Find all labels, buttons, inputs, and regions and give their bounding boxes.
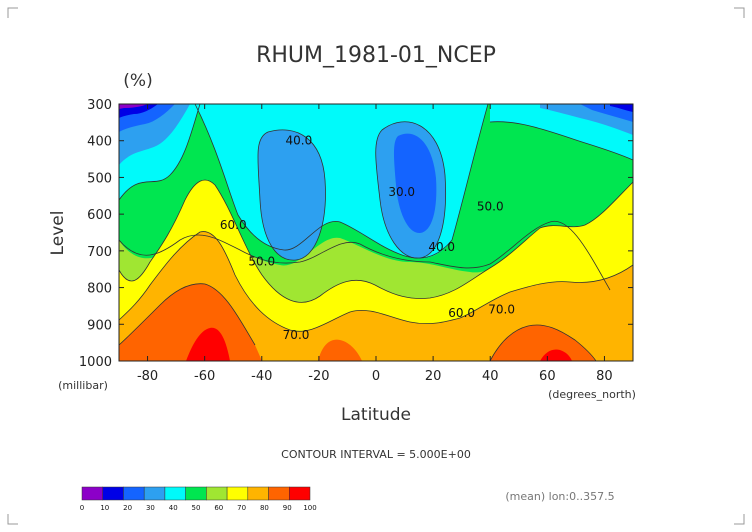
plot-area — [119, 104, 633, 361]
contour-label-text-5: 40.0 — [428, 240, 455, 254]
colorbar-swatch-10 — [289, 486, 311, 501]
band-30-40-south — [257, 129, 326, 261]
contour-label-text-2: 50.0 — [477, 199, 504, 213]
colorbar-swatch-9 — [268, 486, 290, 501]
contour-label-text-7: 70.0 — [488, 302, 515, 316]
band-80-90-center — [318, 339, 362, 361]
band-0-10-sw — [119, 104, 148, 109]
x-tick-label-2: -40 — [251, 369, 272, 384]
colorbar-swatch-3 — [143, 486, 166, 501]
y-axis-units: (millibar) — [58, 379, 108, 392]
y-tick-label-1: 400 — [87, 135, 112, 150]
contour-label-text-1: 30.0 — [388, 185, 415, 199]
x-tick-label-5: 20 — [425, 369, 442, 384]
colorbar-tick-10: 100 — [303, 504, 316, 512]
colorbar-tick-4: 40 — [169, 504, 178, 512]
y-tick-label-3: 600 — [87, 208, 112, 223]
band-90-100-south — [186, 327, 230, 361]
contour-lines — [119, 104, 633, 361]
colorbar-tick-2: 20 — [123, 504, 132, 512]
y-tick-label-7: 1000 — [79, 355, 112, 370]
crop-marks — [7, 7, 745, 525]
contour-interval-text: CONTOUR INTERVAL = 5.000E+00 — [281, 448, 471, 461]
band-80-90-south — [119, 283, 262, 361]
contour-labels: 40.0 30.0 50.0 60.0 50.0 40.0 60.0 70.0 70.0 — [220, 133, 515, 342]
band-80-90-north — [490, 324, 596, 361]
y-tick-label-4: 700 — [87, 245, 112, 260]
contour-label-text-6: 60.0 — [448, 306, 475, 320]
y-axis-label: Level — [48, 211, 68, 256]
colorbar-swatch-6 — [206, 486, 228, 501]
colorbar: 0 10 20 30 40 50 60 70 80 90 100 — [80, 486, 317, 512]
band-70-80 — [119, 231, 633, 361]
colorbar-tick-9: 90 — [283, 504, 292, 512]
colorbar-swatch-2 — [123, 486, 145, 501]
colorbar-tick-1: 10 — [100, 504, 109, 512]
chart-title: RHUM_1981-01_NCEP — [256, 43, 496, 68]
x-tick-label-8: 80 — [596, 369, 613, 384]
colorbar-tick-5: 50 — [192, 504, 201, 512]
contour-label-8: 70.0 — [283, 328, 310, 342]
contour-label-text-4: 50.0 — [248, 255, 275, 269]
x-tick-label-6: 40 — [482, 369, 499, 384]
colorbar-swatch-1 — [102, 486, 124, 501]
x-axis-label: Latitude — [341, 405, 411, 425]
y-tick-label-2: 500 — [87, 171, 112, 186]
band-20-30-ne — [580, 104, 633, 122]
x-tick-label-0: -80 — [137, 369, 158, 384]
colorbar-swatch-4 — [164, 486, 186, 501]
contour-label-5: 40.0 — [428, 240, 455, 254]
x-tick-label-3: -20 — [308, 369, 329, 384]
x-tick-label-1: -60 — [194, 369, 215, 384]
colorbar-swatch-7 — [226, 486, 249, 501]
colorbar-swatch-5 — [185, 486, 207, 501]
band-20-30-north — [394, 133, 437, 234]
band-90-100-north — [540, 349, 572, 361]
x-tick-label-4: 0 — [372, 369, 380, 384]
axes: -80 -60 -40 -20 0 20 40 60 80 300 400 500 600 700 800 9… — [79, 98, 633, 384]
contour-label-0: 40.0 — [286, 133, 313, 147]
colorbar-tick-8: 80 — [260, 504, 269, 512]
x-axis-units: (degrees_north) — [548, 388, 636, 401]
footnote: (mean) lon:0..357.5 — [505, 490, 614, 503]
units-label: (%) — [123, 71, 152, 91]
y-tick-label-0: 300 — [87, 98, 112, 113]
contour-label-1: 30.0 — [388, 185, 415, 199]
colorbar-swatch-8 — [247, 486, 269, 501]
x-tick-label-7: 60 — [539, 369, 556, 384]
contour-label-4: 50.0 — [248, 255, 275, 269]
contour-label-text-8: 70.0 — [283, 328, 310, 342]
band-10-20-ne — [610, 104, 633, 112]
contour-label-text-0: 40.0 — [286, 133, 313, 147]
contour-label-7: 70.0 — [488, 302, 515, 316]
colorbar-tick-3: 30 — [146, 504, 155, 512]
colorbar-tick-6: 60 — [214, 504, 223, 512]
colorbar-tick-7: 70 — [237, 504, 246, 512]
colorbar-tick-0: 0 — [80, 504, 84, 512]
contour-label-3: 60.0 — [220, 218, 247, 232]
y-tick-label-5: 800 — [87, 282, 112, 297]
contour-label-6: 60.0 — [448, 306, 475, 320]
contour-label-2: 50.0 — [477, 199, 504, 213]
y-tick-label-6: 900 — [87, 318, 112, 333]
contour-label-text-3: 60.0 — [220, 218, 247, 232]
colorbar-swatch-0 — [81, 486, 103, 501]
